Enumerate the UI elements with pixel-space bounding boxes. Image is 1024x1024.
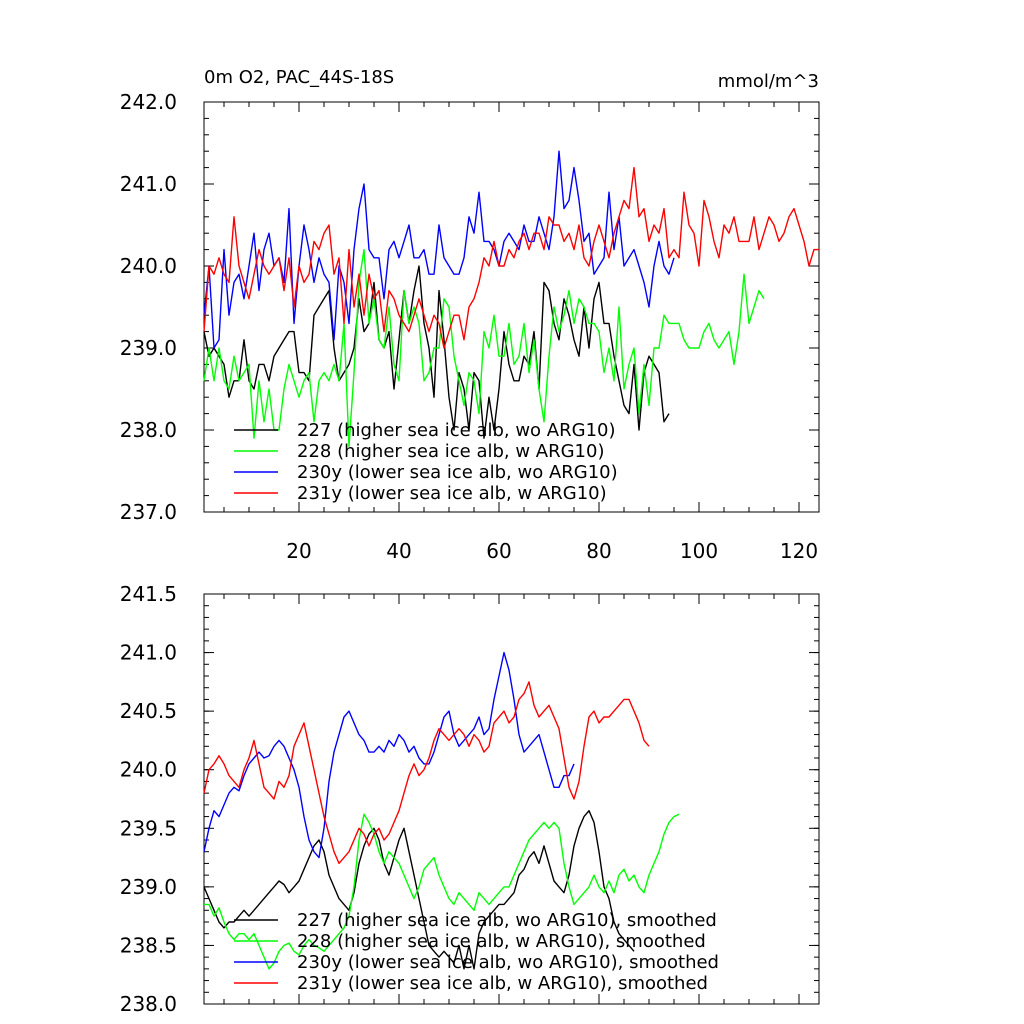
y-tick-label: 240.0	[120, 254, 177, 278]
y-tick-label: 240.0	[120, 758, 177, 782]
y-tick-label: 238.0	[120, 418, 177, 442]
y-tick-label: 241.0	[120, 172, 177, 196]
top-legend: 227 (higher sea ice alb, wo ARG10)228 (h…	[234, 420, 618, 504]
bottom-legend: 227 (higher sea ice alb, wo ARG10), smoo…	[234, 910, 719, 994]
top-panel: 0m O2, PAC_44S-18S mmol/m^3 237.0238.023…	[120, 67, 820, 563]
y-tick-label: 239.0	[120, 875, 177, 899]
y-tick-label: 241.5	[120, 582, 177, 606]
x-tick-label: 60	[486, 539, 511, 563]
series-line-228	[203, 248, 765, 448]
series-line-227	[203, 265, 670, 439]
legend-label: 230y (lower sea ice alb, wo ARG10)	[297, 462, 618, 483]
y-tick-label: 242.0	[120, 90, 177, 114]
bottom-x-axis	[223, 594, 800, 1004]
top-title: 0m O2, PAC_44S-18S	[204, 67, 394, 88]
bottom-y-axis: 238.0 238.5 239.0 239.5 240.0 240.5 241.0 241.5	[120, 582, 819, 1016]
legend-label: 227 (higher sea ice alb, wo ARG10), smoo…	[297, 910, 717, 931]
legend-label: 227 (higher sea ice alb, wo ARG10)	[297, 420, 616, 441]
x-tick-label: 20	[286, 539, 311, 563]
top-x-axis: 20 40 60 80 100 120	[223, 102, 818, 563]
series-line-227	[203, 810, 635, 970]
top-series-group	[203, 150, 819, 448]
top-plot-frame	[203, 101, 820, 513]
y-tick-label: 240.5	[120, 699, 177, 723]
top-y-axis: 237.0 238.0 239.0 240.0 241.0 242.0	[120, 90, 819, 524]
series-line-231y	[203, 166, 819, 349]
legend-label: 228 (higher sea ice alb, w ARG10)	[297, 441, 604, 462]
legend-label: 231y (lower sea ice alb, w ARG10), smoot…	[297, 973, 708, 994]
y-tick-label: 239.0	[120, 336, 177, 360]
series-line-230y	[203, 651, 575, 859]
top-units: mmol/m^3	[718, 71, 819, 92]
y-tick-label: 239.5	[120, 816, 177, 840]
bottom-plot-frame	[203, 593, 820, 1005]
x-tick-label: 100	[680, 539, 718, 563]
legend-label: 228 (higher sea ice alb, w ARG10), smoot…	[297, 931, 706, 952]
legend-label: 230y (lower sea ice alb, wo ARG10), smoo…	[297, 952, 719, 973]
series-line-228	[204, 813, 680, 970]
x-tick-label: 40	[386, 539, 411, 563]
legend-label: 231y (lower sea ice alb, w ARG10)	[297, 483, 607, 504]
bottom-series-group	[203, 651, 680, 970]
x-tick-label: 120	[780, 539, 818, 563]
y-tick-label: 237.0	[120, 500, 177, 524]
series-line-230y	[203, 150, 675, 349]
bottom-panel: 238.0 238.5 239.0 239.5 240.0 240.5 241.0 241.5…	[120, 582, 820, 1016]
y-tick-label: 238.0	[120, 992, 177, 1016]
series-line-231y	[203, 681, 650, 865]
y-tick-label: 241.0	[120, 641, 177, 665]
x-tick-label: 80	[586, 539, 611, 563]
y-tick-label: 238.5	[120, 933, 177, 957]
